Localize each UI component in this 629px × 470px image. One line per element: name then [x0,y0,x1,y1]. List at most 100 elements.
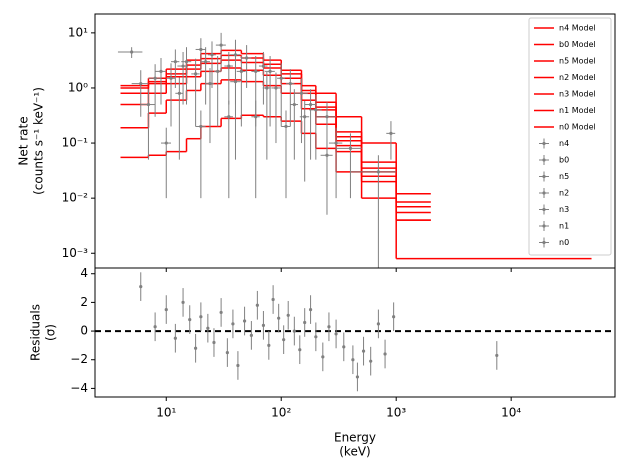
data-point [495,353,499,358]
data-point [239,69,243,73]
data-point [279,76,283,80]
y-tick-label: 10⁰ [68,80,88,94]
data-point [216,69,220,73]
data-point [139,82,143,86]
legend-label: n4 [559,139,569,148]
data-point [286,313,290,317]
data-point [236,363,240,368]
legend-swatch [542,141,546,146]
y-axis-label: Net rate [17,116,31,165]
data-point [325,115,329,119]
data-point [194,72,198,76]
legend-label: n4 Model [559,24,596,33]
data-point [274,86,278,90]
data-point [199,315,203,319]
data-point [219,43,223,47]
data-point [303,320,307,325]
legend-label: b0 Model [559,40,596,49]
data-point [376,322,380,326]
data-point [231,322,235,326]
data-point [194,346,198,350]
legend-swatch [542,207,546,212]
data-point [308,102,313,107]
legend-label: n1 Model [559,106,596,115]
legend-swatch [542,158,546,162]
data-point [210,53,214,57]
y-axis-label: (counts s⁻¹ keV⁻¹) [32,87,46,195]
data-point [245,56,249,60]
data-point [355,375,360,379]
data-point [219,310,223,315]
data-point [254,69,258,73]
data-point [206,326,210,330]
axes-frame [94,267,616,398]
data-point [227,64,231,68]
data-point [284,124,288,129]
data-point [208,82,212,86]
data-point [146,102,151,107]
data-point [351,358,355,362]
data-point [292,102,296,107]
legend-label: n5 [559,172,569,181]
legend-label: b0 [559,156,569,165]
data-point [159,69,163,73]
data-point [348,146,353,151]
legend-label: n2 [559,189,569,198]
legend-box [528,17,612,256]
y-tick-label: 10⁻² [62,191,89,205]
data-point [139,285,143,289]
legend-swatch [542,240,546,245]
data-point [268,69,272,73]
data-point [188,318,192,322]
plot-area [117,32,592,268]
data-point [292,329,296,333]
data-point [277,316,281,320]
x-tick-label: 10¹ [156,406,176,420]
legend-swatch [542,174,546,179]
data-point [334,332,338,336]
data-point [227,115,231,119]
y-tick-label: −2 [70,352,88,366]
data-point [327,325,331,329]
data-point [177,91,181,95]
data-point [314,335,318,339]
x-axis-label: Energy [334,431,376,445]
data-point [303,115,307,119]
data-point [299,91,304,95]
data-point [389,131,393,135]
data-point [233,80,238,84]
data-point [181,300,185,304]
y-tick-label: 10¹ [68,25,88,39]
legend-swatch [542,224,546,228]
data-point [249,333,253,337]
x-tick-label: 10² [271,406,291,420]
data-point [199,124,203,129]
data-point [169,76,173,80]
data-point [265,86,269,90]
legend-swatch [542,191,546,195]
data-point [271,297,275,302]
y-tick-label: 10⁻¹ [62,136,89,150]
x-tick-label: 10⁴ [501,406,521,420]
y-tick-label: 10⁻³ [62,246,89,260]
data-point [173,60,177,64]
data-point [261,323,266,327]
legend-label: n1 [559,222,569,231]
data-point [288,82,292,86]
data-point [181,64,185,68]
legend-label: n3 [559,205,569,214]
legend-label: n0 [559,238,569,247]
legend-label: n5 Model [559,57,596,66]
y-axis-label: (σ) [44,324,58,341]
y-axis-label: Residuals [29,304,43,361]
data-point [325,153,329,157]
plot-area [95,272,615,392]
data-point [267,343,271,347]
data-point [255,303,259,307]
data-point [225,350,229,355]
data-point [164,141,168,145]
legend-label: n3 Model [559,90,596,99]
legend-label: n0 Model [559,123,596,132]
y-tick-label: 2 [80,295,88,309]
data-point [314,108,318,112]
